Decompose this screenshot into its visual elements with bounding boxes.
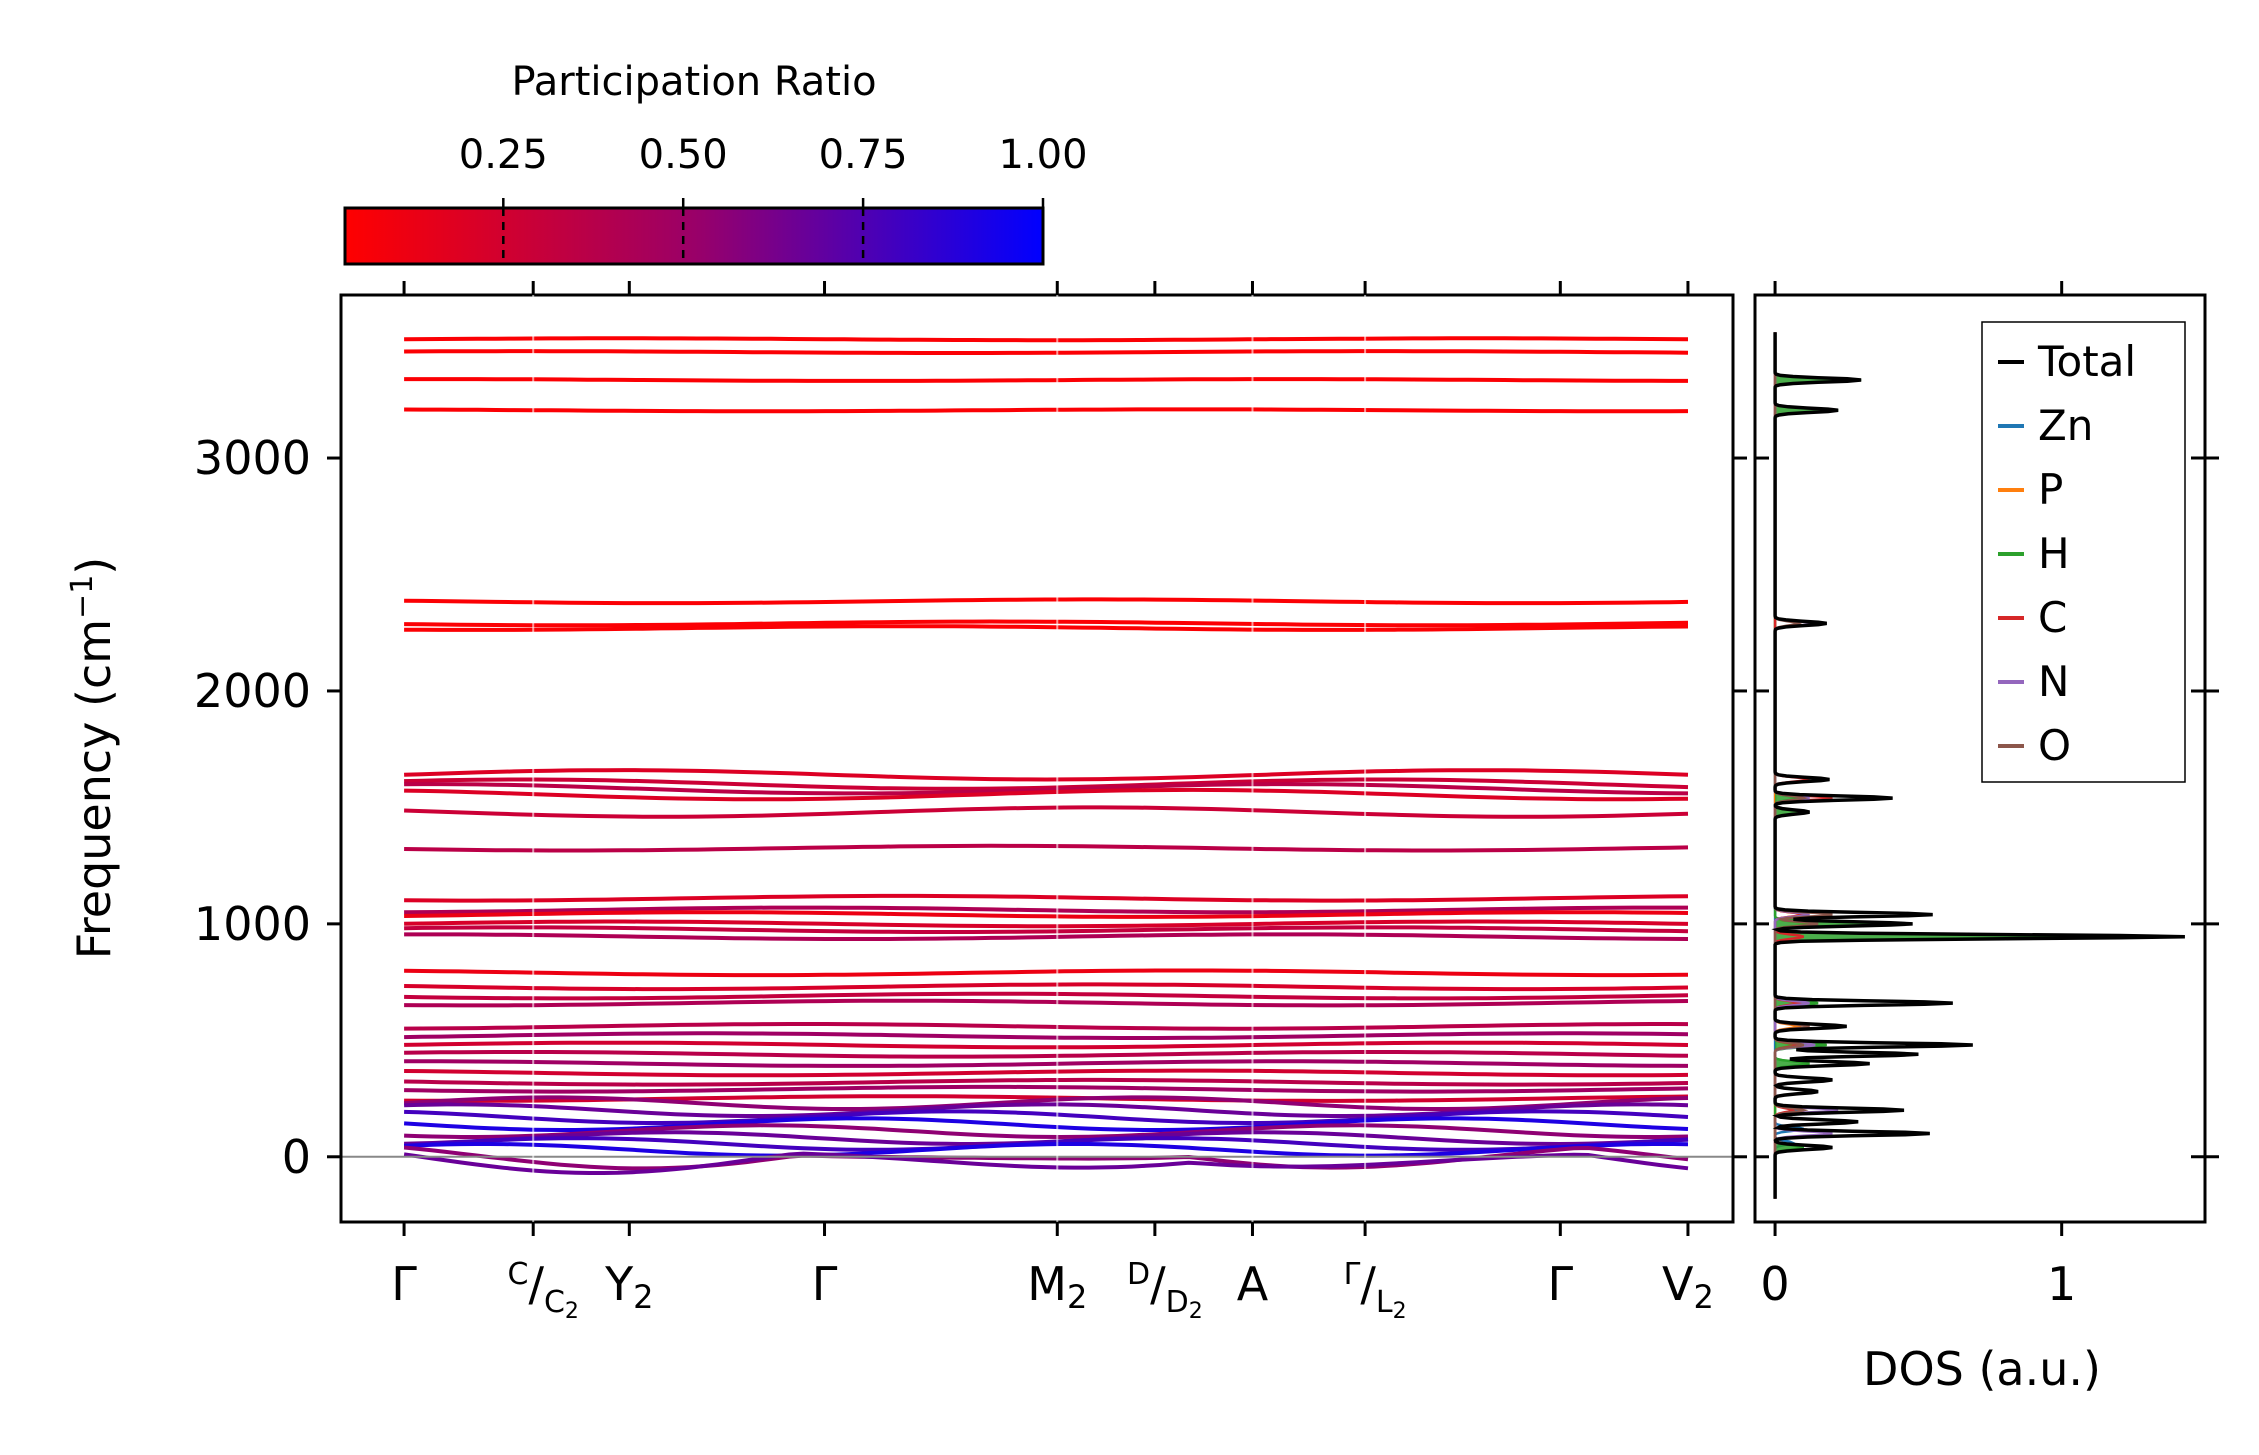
band-line [404,619,1689,628]
dos-frame [1753,293,2207,1224]
colorbar-gradient [343,206,1045,266]
band-axes: 0 1000 2000 3000 Γ C/C2 Y2 Γ M2 D/D2 A Γ/L2 Γ V2 [194,281,1747,1324]
legend-label: Total [2037,337,2136,386]
band-line [404,336,1689,343]
legend-label: C [2038,593,2067,642]
kpoint-label: Γ [812,1257,838,1311]
band-line [404,407,1689,414]
band-line [404,377,1688,383]
band-line [403,1151,1689,1175]
kpoint-label: Γ [391,1257,417,1311]
dos-curve-total [1771,332,2185,1199]
band-line [404,910,1689,919]
band-line [404,982,1689,992]
band-line [404,968,1689,978]
kpoint-label: D/D2 [1127,1257,1203,1324]
band-frame [339,293,1735,1224]
band-y-tick-label: 3000 [194,431,311,485]
kpoint-label: C/C2 [508,1257,579,1324]
legend-label: Zn [2038,401,2093,450]
band-line [404,1109,1689,1125]
band-line [404,925,1689,934]
band-line [404,1084,1689,1094]
band-line [404,768,1689,782]
kpoint-label: M2 [1027,1257,1087,1316]
colorbar-tick-label: 0.75 [819,132,908,178]
legend-label: P [2038,465,2063,514]
kpoint-label: Y2 [604,1257,653,1316]
band-line [404,998,1689,1008]
colorbar-tick-label: 1.00 [998,132,1087,178]
legend-label: H [2038,529,2070,578]
dos-x-tick-label: 0 [1760,1257,1789,1311]
band-line [404,1077,1689,1087]
band-structure-panel: 0 1000 2000 3000 Γ C/C2 Y2 Γ M2 D/D2 A Γ/L2 Γ V2 Freq… [65,281,1747,1324]
band-line [404,919,1689,929]
legend-label: N [2038,657,2069,706]
band-line [404,1142,1689,1158]
band-line [404,843,1689,853]
colorbar-tick-label: 0.25 [459,132,548,178]
colorbar-tick-label: 0.50 [639,132,728,178]
dos-x-tick-label: 1 [2047,1257,2076,1311]
band-y-tick-label: 0 [282,1130,311,1184]
band-line [404,787,1689,802]
band-line [404,1040,1689,1050]
band-line [404,624,1689,632]
colorbar-title: Participation Ratio [511,59,876,105]
band-y-tick-label: 2000 [194,664,311,718]
band-line [404,1050,1689,1059]
kpoint-label: Γ/L2 [1344,1257,1407,1324]
band-y-tick-label: 1000 [194,897,311,951]
band-line [404,1022,1689,1031]
kpoint-label: Γ [1547,1257,1573,1311]
band-y-axis-label: Frequency (cm−1) [65,557,121,960]
band-line [404,991,1689,1001]
legend-label: O [2038,721,2071,770]
band-line [403,1095,1689,1111]
colorbar-ticks: 0.25 0.50 0.75 1.00 [459,132,1088,264]
band-line [404,1123,1689,1140]
band-lines [403,336,1689,1175]
kpoint-label: V2 [1662,1257,1714,1316]
band-line [404,1031,1689,1040]
band-line [404,349,1689,355]
band-line [404,782,1689,796]
band-line [404,1068,1689,1078]
band-line [404,905,1688,915]
dos-curves [1771,332,2185,1199]
band-line [404,893,1689,903]
band-line [403,1116,1689,1132]
colorbar: Participation Ratio 0.25 0.50 0.75 1.00 [343,59,1088,266]
band-line [404,597,1689,606]
band-line [404,805,1689,819]
kpoint-label: A [1237,1257,1269,1311]
dos-x-axis-label: DOS (a.u.) [1863,1342,2101,1396]
band-line [404,1059,1689,1068]
band-line [404,932,1689,941]
